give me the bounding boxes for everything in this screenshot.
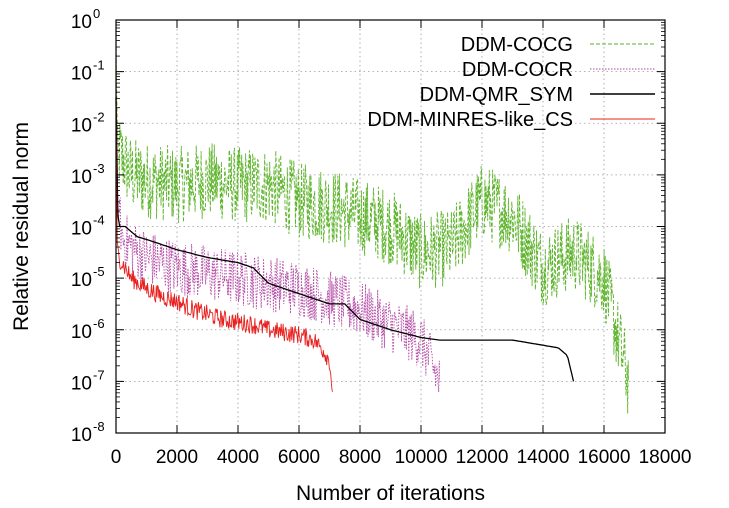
legend-label: DDM-MINRES-like_CS [367,109,573,131]
y-tick-label: 10 [71,270,92,291]
y-tick-label: 10 [71,115,92,136]
legend-label: DDM-COCG [461,34,573,56]
y-tick-exponent: -8 [93,419,105,434]
x-tick-label: 8000 [339,447,381,468]
series-line-ddm-cocr [115,131,440,393]
x-tick-label: 16000 [578,447,631,468]
y-tick-label: 10 [71,219,92,240]
x-tick-label: 10000 [395,447,448,468]
y-axis-label: Relative residual norm [10,122,33,331]
y-tick-label: 10 [71,373,92,394]
y-tick-exponent: -3 [93,161,105,176]
legend-label: DDM-COCR [462,59,573,81]
series-line-ddm-minres-like-cs [115,72,333,392]
x-axis-label: Number of iterations [296,482,485,505]
y-tick-base: 10 [71,64,92,85]
x-tick-label: 6000 [278,447,320,468]
x-tick-label: 18000 [639,447,692,468]
y-tick-exponent: -4 [93,213,105,228]
y-tick-exponent: -7 [93,367,105,382]
x-tick-label: 4000 [217,447,259,468]
y-tick-label: 10 [71,167,92,188]
y-tick-exponent: -2 [93,109,105,124]
y-tick-base: 10 [71,167,92,188]
y-tick-exponent: -1 [93,58,105,73]
series-line-ddm-cocg [115,29,629,414]
y-tick-base: 10 [71,270,92,291]
y-tick-base: 10 [71,219,92,240]
x-tick-label: 14000 [517,447,570,468]
legend: DDM-COCG DDM-COCR DDM-QMR_SYM DDM-MINRES-li… [367,34,655,131]
x-tick-label: 2000 [156,447,198,468]
y-tick-label: 10 [71,64,92,85]
y-tick-exponent: -6 [93,316,105,331]
x-tick-label: 12000 [456,447,509,468]
legend-label: DDM-QMR_SYM [420,84,573,106]
y-tick-base: 10 [71,373,92,394]
axis-ticks [115,19,666,434]
y-tick-exponent: 0 [93,6,100,21]
y-tick-label: 10 [71,322,92,343]
y-tick-base: 10 [71,425,92,446]
y-tick-exponent: -5 [93,264,105,279]
y-tick-label: 10 [71,12,92,33]
y-tick-base: 10 [71,115,92,136]
y-tick-base: 10 [71,12,92,33]
x-tick-label: 0 [111,447,122,468]
y-tick-label: 10 [71,425,92,446]
series-line-ddm-qmr-sym [115,97,575,382]
series-layer [115,29,629,414]
x-tick-labels: 0 2000 4000 6000 8000 10000 12000 14000 16000 180… [111,447,692,468]
y-tick-base: 10 [71,322,92,343]
